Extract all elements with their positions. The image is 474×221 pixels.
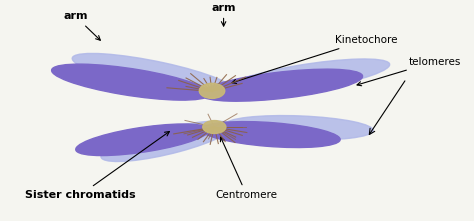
Text: Kinetochore: Kinetochore <box>232 35 397 84</box>
Ellipse shape <box>199 83 225 98</box>
Text: arm: arm <box>63 11 100 40</box>
Text: telomeres: telomeres <box>357 57 461 86</box>
Ellipse shape <box>224 116 374 140</box>
Ellipse shape <box>203 121 226 133</box>
Ellipse shape <box>223 59 390 95</box>
Ellipse shape <box>201 122 340 148</box>
Text: arm: arm <box>211 3 236 26</box>
Ellipse shape <box>201 69 363 101</box>
Text: Centromere: Centromere <box>216 137 278 200</box>
Ellipse shape <box>72 53 233 95</box>
Text: Sister chromatids: Sister chromatids <box>25 131 169 200</box>
Ellipse shape <box>76 124 209 156</box>
Ellipse shape <box>52 64 210 100</box>
Ellipse shape <box>101 121 233 162</box>
